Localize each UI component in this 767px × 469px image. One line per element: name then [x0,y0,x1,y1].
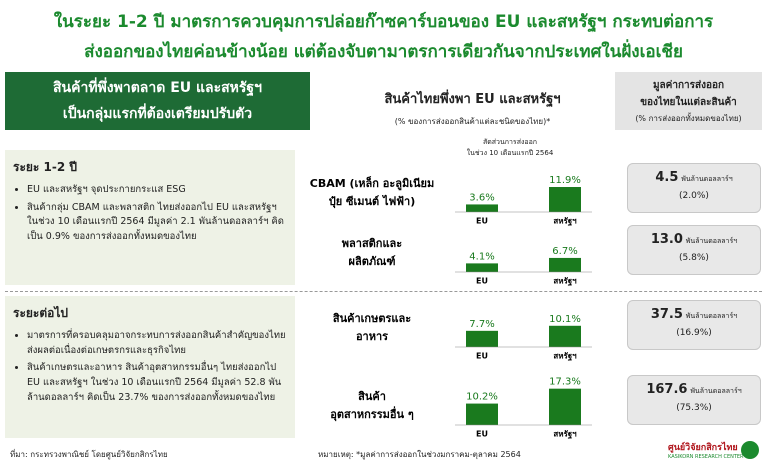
value-box: 167.6 พันล้านดอลลาร์ฯ (75.3%) [627,375,761,425]
section-title: ระยะต่อไป [13,306,69,320]
x-tick-label: EU [476,430,488,439]
right-header-line: ของไทยในแต่ละสินค้า [640,96,737,108]
x-tick-label: EU [476,352,488,361]
value-box: 13.0 พันล้านดอลลาร์ฯ (5.8%) [627,225,761,275]
bullet: EU และสหรัฐฯ จุดประกายกระแส ESG [27,183,287,198]
x-tick-label: EU [476,217,488,226]
bullet: สินค้ากลุ่ม CBAM และพลาสติก ไทยส่งออกไป … [27,201,287,245]
left-header: สินค้าที่พึ่งพาตลาด EU และสหรัฐฯ เป็นกลุ… [5,72,310,130]
x-tick-label: สหรัฐฯ [553,277,577,287]
bullets: EU และสหรัฐฯ จุดประกายกระแส ESG สินค้ากล… [13,183,287,245]
value-label: 3.6% [469,192,494,203]
bar [549,325,581,347]
share: (16.9%) [676,328,712,338]
chart-title: CBAM (เหล็ก อะลูมิเนียม [310,176,435,191]
value: 37.5 [650,307,683,322]
x-tick-label: EU [476,277,488,286]
value-row: 167.6 พันล้านดอลลาร์ฯ [628,382,760,397]
middle-subtitle: (% ของการส่งออกสินค้าแต่ละชนิดของไทย)* [394,117,551,126]
value-row: 37.5 พันล้านดอลลาร์ฯ [628,307,760,322]
value: 167.6 [646,382,688,397]
right-header: มูลค่าการส่งออก ของไทยในแต่ละสินค้า (% ก… [615,72,762,130]
chart-title: ปุ๋ย ซีเมนต์ ไฟฟ้า) [329,194,416,209]
value-label: 10.2% [466,392,498,403]
bar [466,403,498,425]
source: ที่มา: กระทรวงพาณิชย์ โดยศูนย์วิจัยกสิกร… [10,450,168,459]
chart-title: สินค้าเกษตรและ [333,312,412,325]
left-header-line: สินค้าที่พึ่งพาตลาด EU และสหรัฐฯ [52,80,263,96]
unit: พันล้านดอลลาร์ฯ [685,312,738,320]
chart-title: พลาสติกและ [342,237,403,250]
right-header-line: มูลค่าการส่งออก [652,79,725,91]
section-title: ระยะ 1-2 ปี [13,160,78,174]
title-line: ในระยะ 1-2 ปี มาตรการควบคุมการปล่อยก๊าซค… [53,12,714,32]
left-header-line: เป็นกลุ่มแรกที่ต้องเตรียมปรับตัว [62,106,253,122]
divider [5,291,762,292]
chart-note-line: สัดส่วนการส่งออก [482,138,538,146]
value-label: 17.3% [549,377,581,388]
share: (2.0%) [679,191,709,201]
bar [549,257,581,272]
title-line: ส่งออกของไทยค่อนข้างน้อย แต่ต้องจับตามาต… [84,42,683,62]
chart-title: อุตสาหกรรมอื่น ๆ [330,406,414,422]
unit: พันล้านดอลลาร์ฯ [685,237,738,245]
unit: พันล้านดอลลาร์ฯ [690,387,742,395]
value: 4.5 [655,170,679,185]
unit: พันล้านดอลลาร์ฯ [681,175,733,183]
value-label: 10.1% [549,314,581,325]
share: (75.3%) [676,403,712,413]
x-tick-label: สหรัฐฯ [553,430,577,440]
bullet: สินค้าเกษตรและอาหาร สินค้าอุตสาหกรรมอื่น… [27,361,287,405]
section: ระยะ 1-2 ปี EU และสหรัฐฯ จุดประกายกระแส … [5,150,295,285]
chart-note: สัดส่วนการส่งออก ในช่วง 10 เดือนแรกปี 25… [420,137,600,159]
value-label: 4.1% [469,251,494,262]
logo: ศูนย์วิจัยกสิกรไทย [668,443,738,453]
logo-sub: KASIKORN RESEARCH CENTER [668,454,744,460]
bullet: มาตรการที่ครอบคลุมอาจกระทบการส่งออกสินค้… [27,329,287,358]
share: (5.8%) [679,253,709,263]
logo-icon [741,441,759,459]
bar [466,330,498,347]
middle-title: สินค้าไทยพึ่งพา EU และสหรัฐฯ [384,92,561,107]
chart-title: สินค้า [358,390,386,403]
section: ระยะต่อไป มาตรการที่ครอบคลุมอาจกระทบการส… [5,296,295,438]
x-tick-label: สหรัฐฯ [553,352,577,362]
right-header-line: (% การส่งออกทั้งหมดของไทย) [635,113,742,123]
value-label: 11.9% [549,175,581,186]
x-tick-label: สหรัฐฯ [553,217,577,227]
bar [466,263,498,272]
value-label: 7.7% [469,319,494,330]
chart-note-line: ในช่วง 10 เดือนแรกปี 2564 [466,149,554,158]
value-box: 37.5 พันล้านดอลลาร์ฯ (16.9%) [627,300,761,350]
value-row: 13.0 พันล้านดอลลาร์ฯ [628,232,760,247]
value: 13.0 [650,232,683,247]
bullets: มาตรการที่ครอบคลุมอาจกระทบการส่งออกสินค้… [13,329,287,406]
chart-title: อาหาร [356,330,388,343]
value-box: 4.5 พันล้านดอลลาร์ฯ (2.0%) [627,163,761,213]
value-row: 4.5 พันล้านดอลลาร์ฯ [628,170,760,185]
bar [466,204,498,212]
bar [549,187,581,212]
value-label: 6.7% [552,246,577,257]
bar [549,388,581,425]
chart-title: ผลิตภัณฑ์ [349,255,396,268]
note: หมายเหตุ: *มูลค่าการส่งออกในช่วงมกราคม-ต… [318,450,521,459]
